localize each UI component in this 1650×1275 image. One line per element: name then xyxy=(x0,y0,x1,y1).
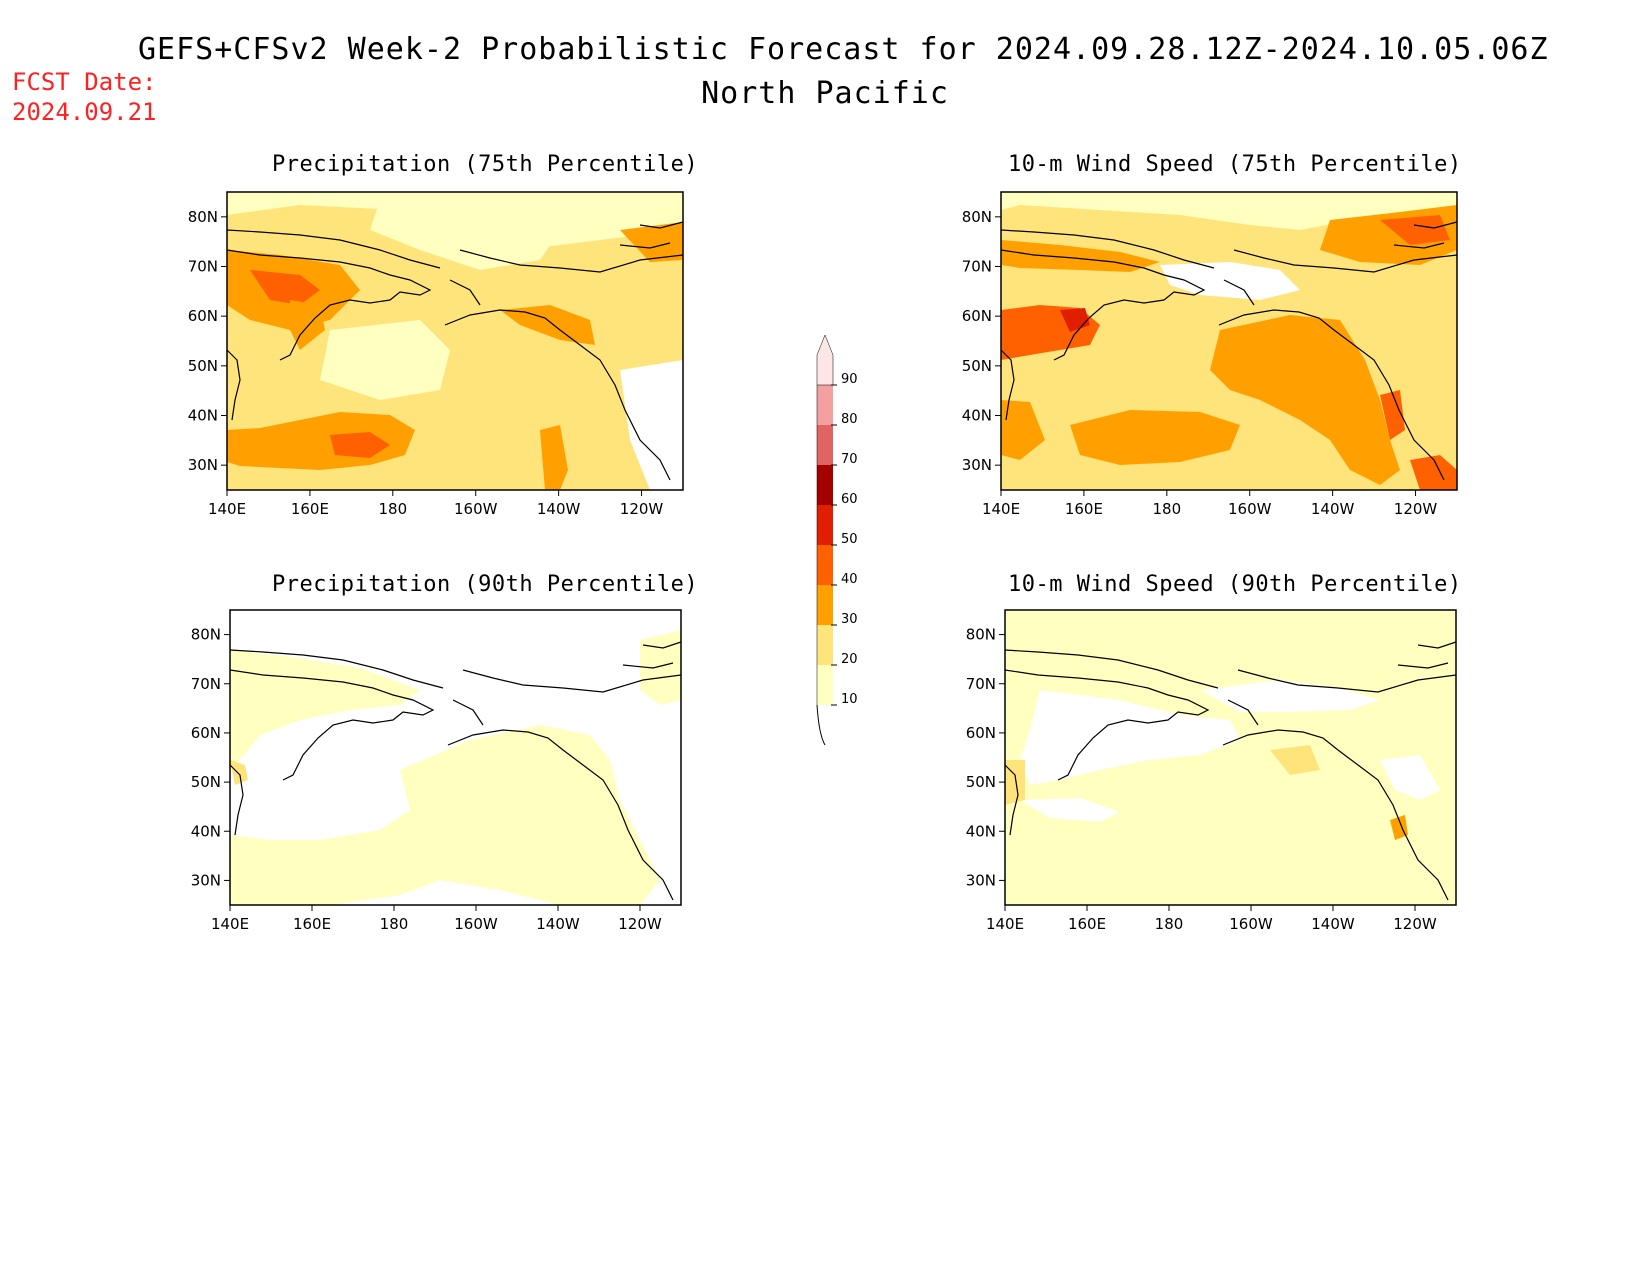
lon-tick-label: 120W xyxy=(1393,915,1437,933)
lat-tick-label: 70N xyxy=(962,258,992,276)
shading-wind-90 xyxy=(1005,610,1456,905)
lon-tick-label: 140E xyxy=(986,915,1024,933)
lat-tick-label: 40N xyxy=(966,822,996,840)
colorbar-segment xyxy=(816,334,834,386)
lon-tick-label: 160W xyxy=(1229,915,1273,933)
map-panel-precip-75 xyxy=(226,191,684,491)
lon-tick-label: 160E xyxy=(1068,915,1106,933)
colorbar: 10 20 30 40 50 60 70 80 90 xyxy=(816,334,858,746)
lat-tick-label: 50N xyxy=(188,357,218,375)
lat-tick-label: 60N xyxy=(188,307,218,325)
axis-labels: 140E 160E 180 160W 140W 120W 30N 40N 50N 60N 70N 80… xyxy=(188,208,1438,933)
panel-title-wind-75: 10-m Wind Speed (75th Percentile) xyxy=(1008,152,1462,177)
lat-tick-label: 40N xyxy=(188,407,218,425)
lon-tick-label: 140W xyxy=(1311,500,1355,518)
colorbar-level-label: 50 xyxy=(841,532,858,547)
map-panel-wind-90 xyxy=(1004,609,1457,906)
lon-tick-label: 160W xyxy=(1228,500,1272,518)
lon-tick-label: 120W xyxy=(618,915,662,933)
lat-tick-label: 30N xyxy=(191,871,221,889)
lat-tick-label: 50N xyxy=(962,357,992,375)
lon-tick-label: 160W xyxy=(454,915,498,933)
lat-tick-label: 40N xyxy=(962,407,992,425)
lat-tick-label: 40N xyxy=(191,822,221,840)
colorbar-segment xyxy=(817,665,833,705)
lon-tick-label: 180 xyxy=(378,500,407,518)
colorbar-bottom-tail xyxy=(816,704,826,746)
colorbar-level-label: 20 xyxy=(841,652,858,667)
page-title-text: GEFS+CFSv2 Week-2 Probabilistic Forecast… xyxy=(138,32,1549,67)
coastline-precip-90 xyxy=(229,641,682,901)
lon-tick-label: 180 xyxy=(1155,915,1184,933)
colorbar-level-label: 70 xyxy=(841,452,858,467)
lat-tick-label: 30N xyxy=(188,456,218,474)
coastline-wind-75 xyxy=(1000,221,1458,481)
shading-precip-75 xyxy=(227,192,683,490)
colorbar-segment xyxy=(817,505,833,545)
colorbar-level-label: 30 xyxy=(841,612,858,627)
colorbar-segment xyxy=(817,545,833,585)
lon-tick-label: 180 xyxy=(1152,500,1181,518)
lat-tick-label: 60N xyxy=(191,724,221,742)
colorbar-level-label: 90 xyxy=(841,372,858,387)
lat-tick-label: 60N xyxy=(962,307,992,325)
shading-wind-75 xyxy=(1001,192,1457,490)
lat-tick-label: 50N xyxy=(191,773,221,791)
lat-tick-label: 70N xyxy=(191,675,221,693)
panel-title-precip-75: Precipitation (75th Percentile) xyxy=(272,152,699,177)
lon-tick-label: 120W xyxy=(620,500,664,518)
lon-tick-label: 140E xyxy=(982,500,1020,518)
lat-tick-label: 70N xyxy=(188,258,218,276)
colorbar-segment xyxy=(817,465,833,505)
colorbar-segment xyxy=(817,385,833,425)
lon-tick-label: 140W xyxy=(537,500,581,518)
lat-tick-label: 80N xyxy=(966,626,996,644)
colorbar-segment xyxy=(817,585,833,625)
coastline-precip-75 xyxy=(226,221,684,481)
lon-tick-label: 140E xyxy=(208,500,246,518)
lat-tick-label: 50N xyxy=(966,773,996,791)
colorbar-level-label: 80 xyxy=(841,412,858,427)
shading-precip-90 xyxy=(230,610,681,905)
colorbar-level-label: 60 xyxy=(841,492,858,507)
forecast-date-label: FCST Date: xyxy=(12,68,157,96)
panel-title-wind-90: 10-m Wind Speed (90th Percentile) xyxy=(1008,572,1462,597)
lat-tick-label: 70N xyxy=(966,675,996,693)
map-panel-wind-75 xyxy=(1000,191,1458,491)
lon-tick-label: 160E xyxy=(291,500,329,518)
panel-title-precip-90: Precipitation (90th Percentile) xyxy=(272,572,699,597)
lon-tick-label: 160W xyxy=(454,500,498,518)
lat-tick-label: 80N xyxy=(188,208,218,226)
colorbar-level-label: 10 xyxy=(841,692,858,707)
lat-tick-label: 30N xyxy=(962,456,992,474)
colorbar-level-label: 40 xyxy=(841,572,858,587)
region-subtitle: North Pacific xyxy=(701,76,949,111)
colorbar-segment xyxy=(817,625,833,665)
forecast-date-value: 2024.09.21 xyxy=(12,98,157,126)
lat-tick-label: 80N xyxy=(962,208,992,226)
lon-tick-label: 160E xyxy=(293,915,331,933)
lon-tick-label: 140W xyxy=(1311,915,1355,933)
map-panel-precip-90 xyxy=(229,609,682,906)
lon-tick-label: 140E xyxy=(211,915,249,933)
lon-tick-label: 120W xyxy=(1394,500,1438,518)
lon-tick-label: 160E xyxy=(1065,500,1103,518)
coastline-wind-90 xyxy=(1004,641,1457,901)
colorbar-segment xyxy=(817,425,833,465)
lat-tick-label: 30N xyxy=(966,871,996,889)
lon-tick-label: 140W xyxy=(536,915,580,933)
lon-tick-label: 180 xyxy=(380,915,409,933)
lat-tick-label: 60N xyxy=(966,724,996,742)
lat-tick-label: 80N xyxy=(191,626,221,644)
